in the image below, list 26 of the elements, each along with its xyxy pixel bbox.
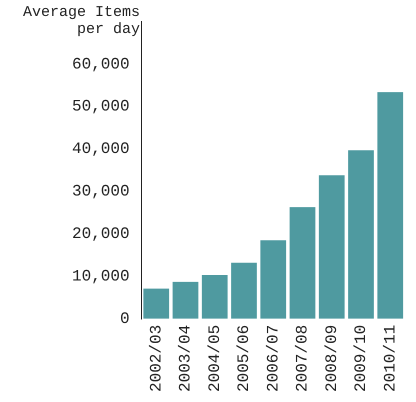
bar [143,288,170,319]
x-tick-label: 2004/05 [206,324,224,392]
x-tick-label: 2007/08 [294,324,312,392]
bar [260,240,286,319]
y-tick-label: 0 [120,310,130,328]
x-tick-label: 2005/06 [235,324,254,392]
bar [377,92,404,319]
y-tick-label: 40,000 [72,140,130,158]
x-tick-label: 2008/09 [322,324,341,392]
x-tick-label: 2009/10 [352,324,370,392]
y-tick-label: 20,000 [72,225,130,244]
y-tick-label: 30,000 [72,182,130,201]
bar [231,262,257,319]
y-tick-label: 50,000 [72,98,130,116]
y-tick-label: 10,000 [72,268,130,286]
x-tick-label: 2003/04 [176,324,195,392]
bar [202,275,228,319]
y-axis-title: Average Items per day [22,4,140,38]
bar [172,282,198,319]
x-tick-label: 2002/03 [147,324,166,392]
bar [348,150,374,319]
x-tick-label: 2006/07 [264,324,282,392]
y-tick-label: 60,000 [72,55,130,74]
x-tick-label: 2010/11 [381,324,400,392]
bar [290,207,316,319]
bar [318,175,345,319]
